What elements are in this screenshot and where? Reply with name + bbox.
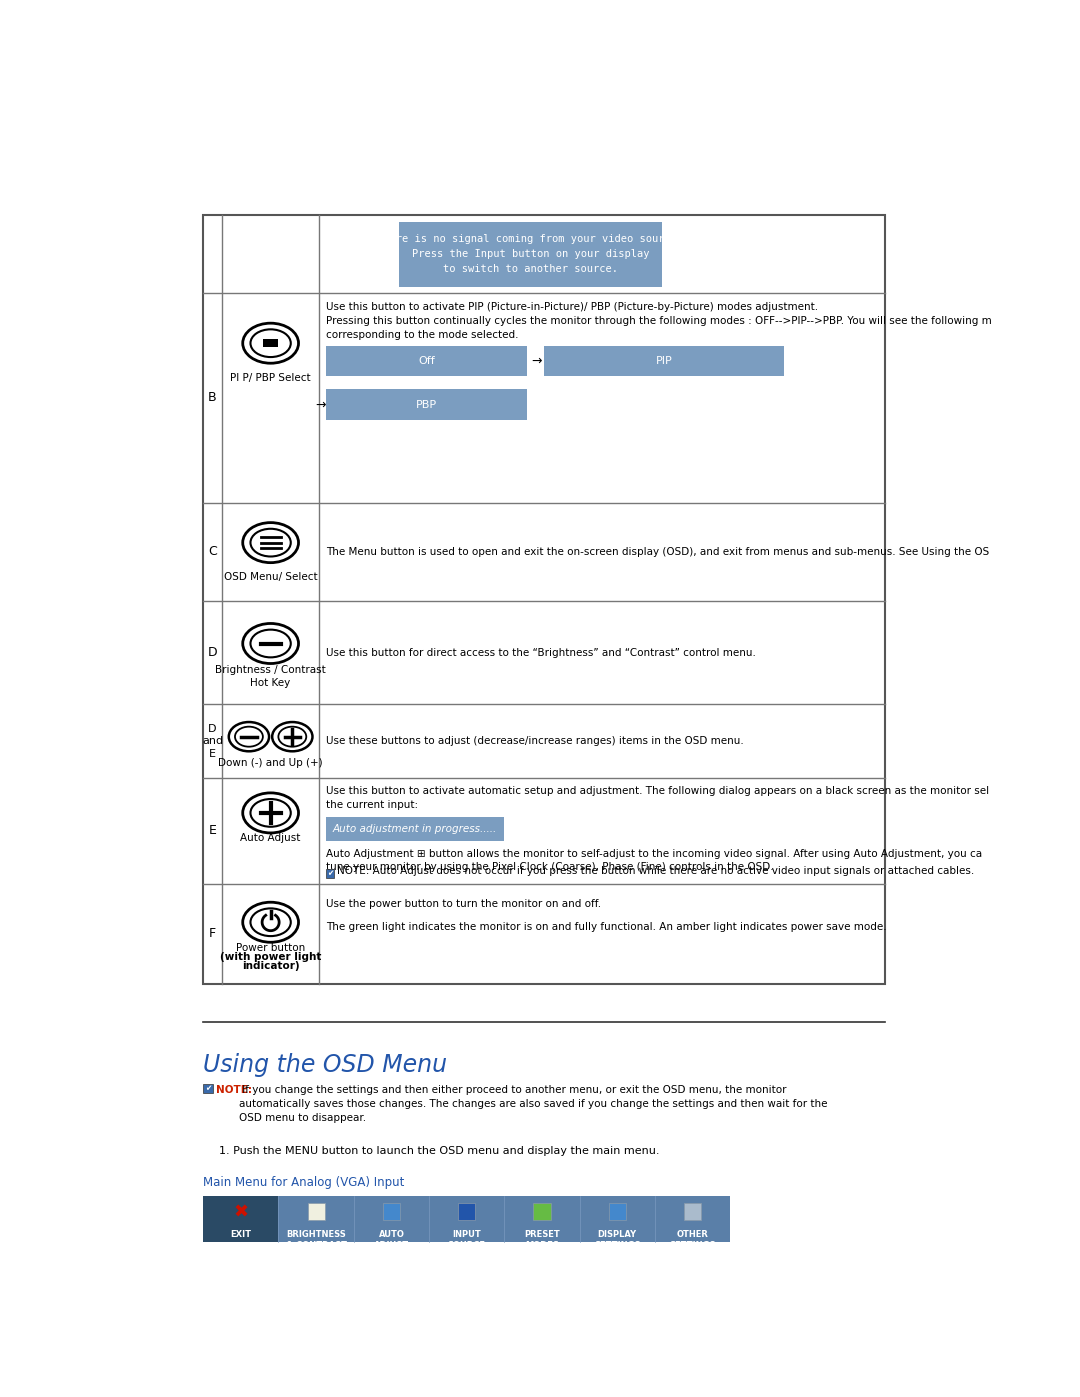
Text: DISPLAY
SETTINGS: DISPLAY SETTINGS <box>594 1231 640 1250</box>
Text: If you change the settings and then either proceed to another menu, or exit the : If you change the settings and then eith… <box>239 1085 827 1123</box>
Text: INPUT
SOURCE: INPUT SOURCE <box>448 1231 486 1250</box>
Bar <box>262 339 279 346</box>
Text: →: → <box>531 355 541 367</box>
Bar <box>326 390 527 420</box>
Bar <box>308 1203 325 1220</box>
Text: 1. Push the MENU button to launch the OSD menu and display the main menu.: 1. Push the MENU button to launch the OS… <box>218 1146 659 1155</box>
Text: ✔: ✔ <box>205 1084 211 1092</box>
Text: Auto adjustment in progress.....: Auto adjustment in progress..... <box>333 824 497 834</box>
Text: indicator): indicator) <box>242 961 299 971</box>
Text: OSD Menu/ Select: OSD Menu/ Select <box>224 571 318 581</box>
Text: Pressing this button continually cycles the monitor through the following modes : Pressing this button continually cycles … <box>326 316 991 341</box>
Text: PBP: PBP <box>416 400 437 409</box>
Bar <box>203 1084 213 1094</box>
Text: C: C <box>208 545 217 559</box>
Bar <box>383 1203 400 1220</box>
Text: ✔: ✔ <box>327 869 333 877</box>
Bar <box>544 345 784 376</box>
Bar <box>203 1196 279 1242</box>
Bar <box>399 222 662 286</box>
Text: AUTO
ADJUST: AUTO ADJUST <box>374 1231 409 1250</box>
Text: The green light indicates the monitor is on and fully functional. An amber light: The green light indicates the monitor is… <box>326 922 887 932</box>
Bar <box>609 1203 625 1220</box>
Text: There is no signal coming from your video source.
Press the Input button on your: There is no signal coming from your vide… <box>377 235 684 274</box>
Bar <box>326 345 527 376</box>
Text: F: F <box>208 928 216 940</box>
Bar <box>684 1203 701 1220</box>
Text: EXIT: EXIT <box>230 1231 252 1239</box>
Bar <box>326 869 334 877</box>
Text: Off: Off <box>418 356 435 366</box>
Text: (with power light: (with power light <box>220 951 322 963</box>
Text: Use this button to activate automatic setup and adjustment. The following dialog: Use this button to activate automatic se… <box>326 787 989 810</box>
Bar <box>326 817 504 841</box>
Text: Use these buttons to adjust (decrease/increase ranges) items in the OSD menu.: Use these buttons to adjust (decrease/in… <box>326 736 743 746</box>
Text: ✖: ✖ <box>233 1204 248 1221</box>
Text: Brightness / Contrast
Hot Key: Brightness / Contrast Hot Key <box>215 665 326 689</box>
Text: Auto Adjustment ⊞ button allows the monitor to self-adjust to the incoming video: Auto Adjustment ⊞ button allows the moni… <box>326 849 982 872</box>
Text: →: → <box>314 398 325 411</box>
Text: PIP: PIP <box>656 356 673 366</box>
Text: D: D <box>207 647 217 659</box>
Text: Main Menu for Analog (VGA) Input: Main Menu for Analog (VGA) Input <box>203 1176 405 1189</box>
Text: NOTE: Auto Adjust does not occur if you press the button while there are no acti: NOTE: Auto Adjust does not occur if you … <box>337 866 974 876</box>
Text: PRESET
MODES: PRESET MODES <box>524 1231 559 1250</box>
Bar <box>203 215 886 983</box>
Text: The Menu button is used to open and exit the on-screen display (OSD), and exit f: The Menu button is used to open and exit… <box>326 546 989 557</box>
Text: PI P/ PBP Select: PI P/ PBP Select <box>230 373 311 383</box>
Text: Auto Adjust: Auto Adjust <box>241 833 301 844</box>
Text: Down (-) and Up (+): Down (-) and Up (+) <box>218 759 323 768</box>
Text: Use this button to activate PIP (Picture-in-Picture)/ PBP (Picture-by-Picture) m: Use this button to activate PIP (Picture… <box>326 302 818 313</box>
Text: Use this button for direct access to the “Brightness” and “Contrast” control men: Use this button for direct access to the… <box>326 648 756 658</box>
Text: Power button: Power button <box>237 943 306 953</box>
Text: Use the power button to turn the monitor on and off.: Use the power button to turn the monitor… <box>326 900 600 909</box>
Text: E: E <box>208 824 216 837</box>
Text: Using the OSD Menu: Using the OSD Menu <box>203 1053 447 1077</box>
Text: BRIGHTNESS
& CONTRAST: BRIGHTNESS & CONTRAST <box>285 1231 347 1250</box>
Bar <box>534 1203 551 1220</box>
Text: B: B <box>208 391 217 404</box>
Text: OTHER
SETTINGS: OTHER SETTINGS <box>670 1231 716 1250</box>
Bar <box>458 1203 475 1220</box>
Bar <box>203 1196 730 1242</box>
Text: D
and
E: D and E <box>202 724 224 759</box>
Text: NOTE:: NOTE: <box>216 1085 252 1095</box>
